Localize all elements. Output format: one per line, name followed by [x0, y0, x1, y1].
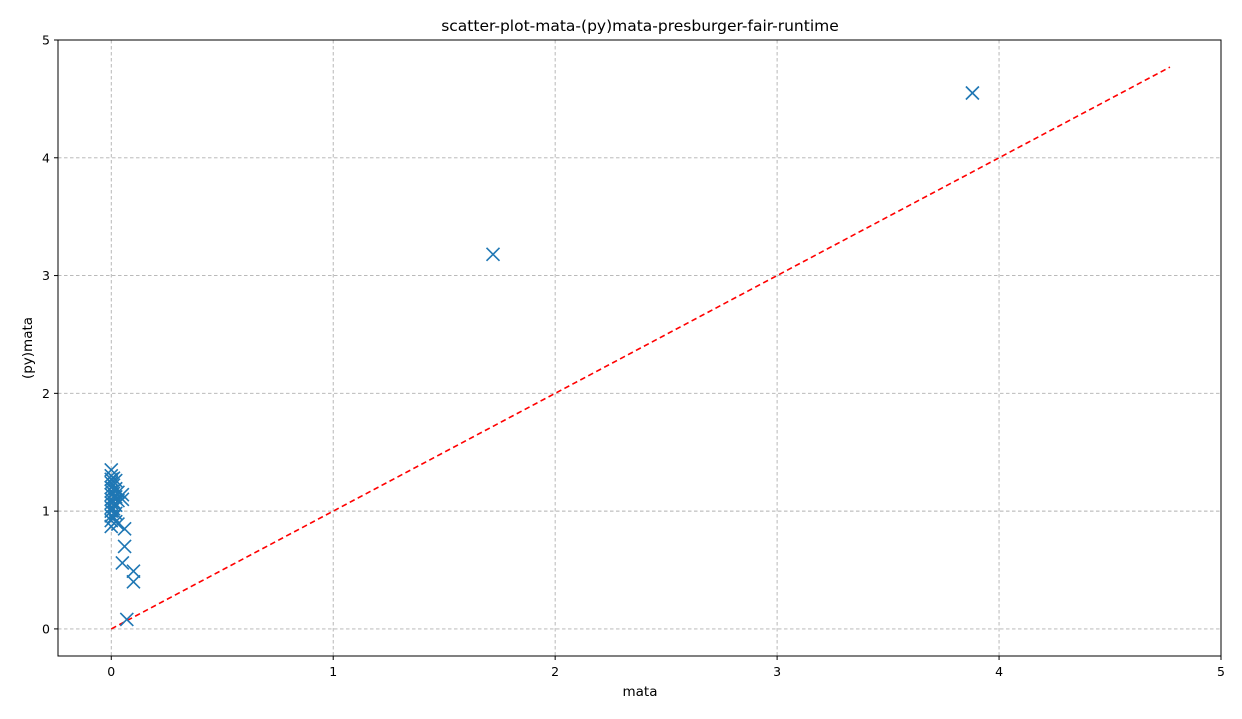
data-point: [126, 564, 141, 579]
marker-stroke: [104, 513, 119, 528]
data-point: [115, 555, 130, 571]
marker-stroke: [119, 612, 134, 627]
x-axis-ticks: 0 1 2 3 4 5: [107, 656, 1225, 679]
y-tick-label: 5: [42, 33, 50, 48]
x-tick-label: 4: [995, 664, 1003, 679]
x-axis-label: mata: [623, 684, 658, 700]
data-point: [485, 247, 501, 262]
y-tick-label: 4: [42, 150, 50, 165]
data-point: [115, 487, 130, 502]
marker-stroke: [115, 555, 130, 571]
data-point: [126, 574, 141, 589]
data-point: [117, 521, 132, 536]
plot-frame: [57, 39, 1222, 657]
marker-stroke: [110, 493, 125, 508]
x-tick-label: 2: [551, 664, 559, 679]
marker-stroke: [117, 539, 132, 554]
diagonal-layer: [110, 66, 1171, 630]
chart-title: scatter-plot-mata-(py)mata-presburger-fa…: [441, 17, 839, 35]
x-tick-label: 0: [107, 664, 115, 679]
data-point: [110, 493, 125, 508]
marker-stroke: [126, 574, 141, 589]
data-point: [110, 517, 125, 532]
x-tick-label: 1: [329, 664, 337, 679]
marker-stroke: [115, 492, 130, 507]
data-point: [117, 539, 132, 554]
x-tick-label: 3: [773, 664, 781, 679]
diagonal-reference-line: [110, 66, 1171, 630]
marker-stroke: [117, 521, 132, 536]
data-point: [119, 612, 134, 627]
y-axis-ticks: 0 1 2 3 4 5: [42, 33, 58, 636]
y-axis-label: (py)mata: [20, 317, 36, 379]
marker-stroke: [106, 509, 121, 525]
y-tick-label: 3: [42, 268, 50, 283]
marker-stroke: [110, 517, 125, 532]
y-tick-label: 2: [42, 386, 50, 401]
y-tick-label: 0: [42, 621, 50, 636]
data-points: [104, 85, 980, 627]
x-tick-label: 5: [1217, 664, 1225, 679]
data-point: [106, 509, 121, 525]
data-point: [965, 85, 980, 101]
marker-stroke: [106, 494, 121, 509]
data-point: [106, 494, 121, 509]
marker-stroke: [485, 247, 501, 262]
data-point: [115, 492, 130, 507]
marker-stroke: [115, 487, 130, 502]
y-tick-label: 1: [42, 504, 50, 519]
marker-stroke: [126, 564, 141, 579]
marker-stroke: [965, 85, 980, 101]
data-point: [104, 513, 119, 528]
